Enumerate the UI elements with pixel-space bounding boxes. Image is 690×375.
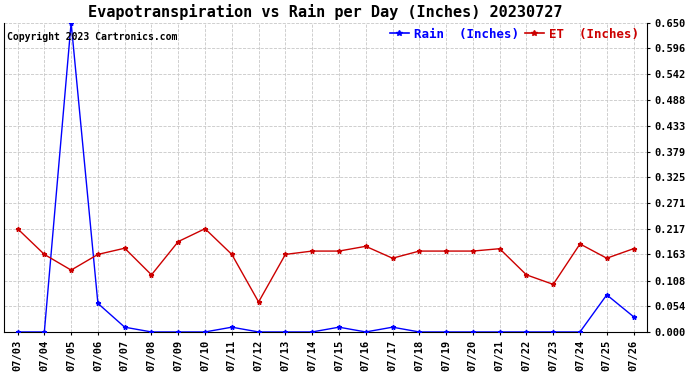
- Title: Evapotranspiration vs Rain per Day (Inches) 20230727: Evapotranspiration vs Rain per Day (Inch…: [88, 4, 563, 20]
- Legend: Rain  (Inches), ET  (Inches): Rain (Inches), ET (Inches): [385, 23, 644, 46]
- Text: Copyright 2023 Cartronics.com: Copyright 2023 Cartronics.com: [8, 32, 178, 42]
